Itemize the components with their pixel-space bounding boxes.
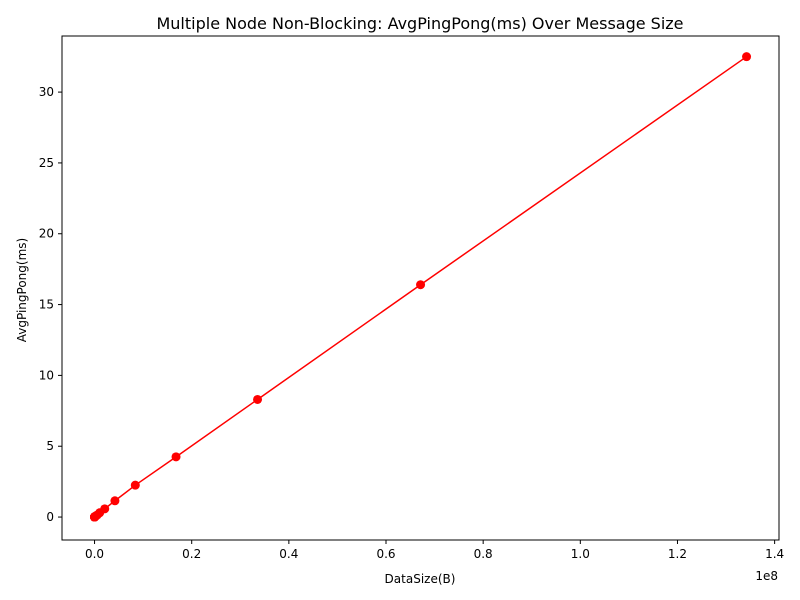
data-point — [130, 480, 140, 490]
x-tick-label: 0.6 — [376, 547, 395, 561]
x-axis-offset-label: 1e8 — [755, 569, 778, 583]
y-tick-label: 20 — [39, 227, 54, 241]
data-point — [742, 52, 752, 62]
y-tick-label: 30 — [39, 85, 54, 99]
x-tick-label: 1.0 — [571, 547, 590, 561]
x-tick-label: 1.2 — [668, 547, 687, 561]
data-point — [171, 452, 181, 462]
x-tick-label: 0.0 — [85, 547, 104, 561]
data-point — [253, 394, 263, 404]
chart-title: Multiple Node Non-Blocking: AvgPingPong(… — [156, 14, 683, 33]
x-axis: 0.0 0.2 0.4 0.6 0.8 1.0 1.2 1.4 — [85, 540, 784, 561]
y-tick-label: 5 — [46, 439, 54, 453]
x-tick-label: 0.2 — [182, 547, 201, 561]
y-tick-label: 10 — [39, 368, 54, 382]
y-axis: 0 5 10 15 20 25 30 — [39, 85, 62, 524]
data-point — [110, 496, 120, 506]
y-tick-label: 15 — [39, 298, 54, 312]
plot-area: 0.0 0.2 0.4 0.6 0.8 1.0 1.2 1.4 0 5 10 15 20 25 30 — [39, 35, 784, 561]
y-tick-label: 0 — [46, 510, 54, 524]
x-tick-label: 0.4 — [279, 547, 298, 561]
x-tick-label: 1.4 — [765, 547, 784, 561]
series-layer — [90, 52, 752, 522]
x-tick-label: 0.8 — [474, 547, 493, 561]
x-axis-title: DataSize(B) — [385, 572, 456, 586]
data-point — [416, 280, 426, 290]
data-point — [100, 504, 110, 514]
plot-frame — [61, 35, 780, 541]
y-axis-title: AvgPingPong(ms) — [15, 238, 29, 342]
y-tick-label: 25 — [39, 156, 54, 170]
